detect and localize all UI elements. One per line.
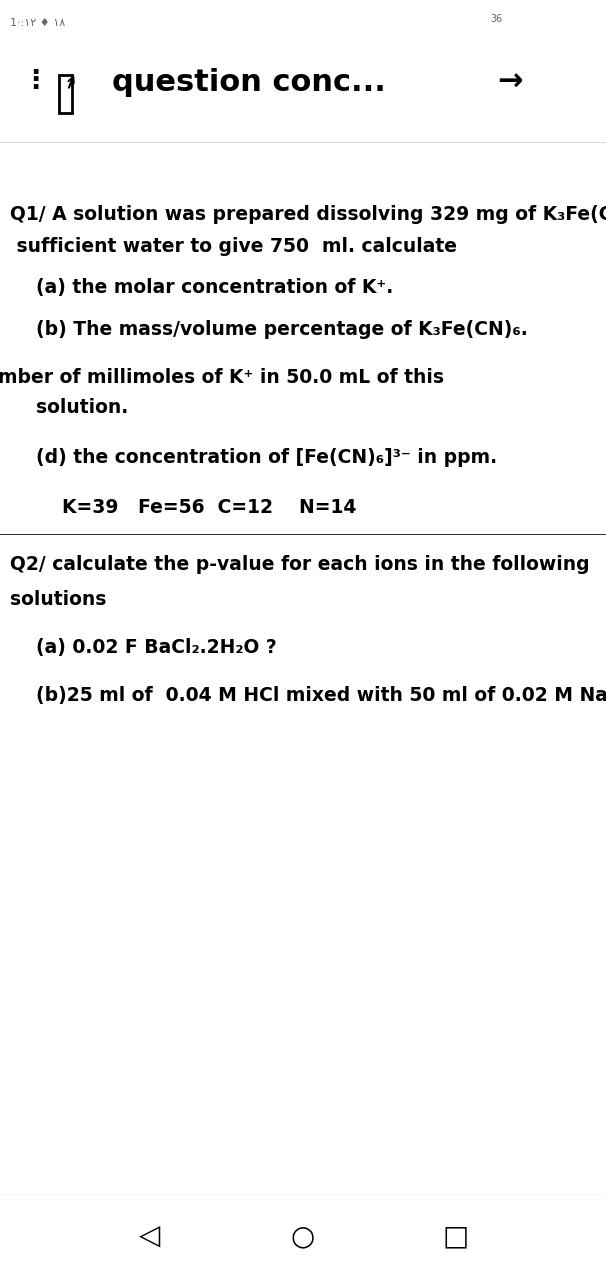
Text: (d) the concentration of [Fe(CN)₆]³⁻ in ppm.: (d) the concentration of [Fe(CN)₆]³⁻ in …	[10, 448, 497, 467]
Text: solution.: solution.	[10, 398, 128, 417]
Text: solutions: solutions	[10, 590, 107, 609]
Text: □: □	[443, 1222, 469, 1251]
Text: ◁: ◁	[139, 1222, 161, 1251]
Text: question conc...: question conc...	[112, 68, 386, 97]
Text: (a) 0.02 F BaCl₂.2H₂O ?: (a) 0.02 F BaCl₂.2H₂O ?	[10, 637, 277, 657]
Text: mber of millimoles of K⁺ in 50.0 mL of this: mber of millimoles of K⁺ in 50.0 mL of t…	[0, 369, 444, 387]
Text: 1·:۱۲ ♦ ۱۸: 1·:۱۲ ♦ ۱۸	[10, 18, 65, 28]
Text: (b)25 ml of  0.04 M HCl mixed with 50 ml of 0.02 M NaOH: (b)25 ml of 0.04 M HCl mixed with 50 ml …	[10, 686, 606, 705]
Text: (b) The mass/volume percentage of K₃Fe(CN)₆.: (b) The mass/volume percentage of K₃Fe(C…	[10, 320, 528, 339]
Text: →: →	[497, 68, 522, 97]
Text: Q2/ calculate the p-value for each ions in the following: Q2/ calculate the p-value for each ions …	[10, 556, 590, 573]
Text: K=39   Fe=56  C=12    N=14: K=39 Fe=56 C=12 N=14	[10, 498, 356, 517]
Text: Q1/ A solution was prepared dissolving 329 mg of K₃Fe(CN)₆ in: Q1/ A solution was prepared dissolving 3…	[10, 205, 606, 224]
Text: 36: 36	[490, 14, 502, 24]
Text: (a) the molar concentration of K⁺.: (a) the molar concentration of K⁺.	[10, 278, 393, 297]
Text: ⋮: ⋮	[22, 68, 48, 93]
Text: ○: ○	[291, 1222, 315, 1251]
Text: sufficient water to give 750  ml. calculate: sufficient water to give 750 ml. calcula…	[10, 237, 457, 256]
